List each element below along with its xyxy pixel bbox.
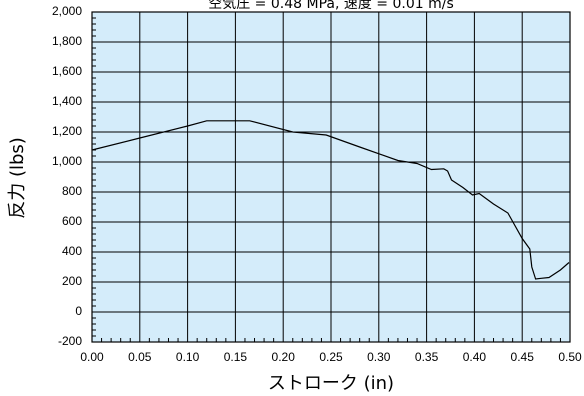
y-tick-label: 2,000: [52, 4, 82, 18]
x-tick-label: 0.00: [80, 350, 104, 364]
x-tick-label: 0.20: [272, 350, 296, 364]
y-tick-label: 1,800: [52, 34, 82, 48]
y-tick-label: 1,600: [52, 64, 82, 78]
y-tick-label: 200: [62, 274, 82, 288]
x-tick-label: 0.30: [367, 350, 391, 364]
x-tick-label: 0.05: [128, 350, 152, 364]
y-tick-label: 1,400: [52, 94, 82, 108]
x-tick-label: 0.25: [319, 350, 343, 364]
plot-border: [91, 11, 571, 343]
y-tick-label: 0: [75, 304, 82, 318]
y-tick-label: 1,200: [52, 124, 82, 138]
y-tick-label: 800: [62, 184, 82, 198]
y-tick-labels: -200 0 200 400 600 800 1,000 1,200 1,400 1,600 1,8…: [52, 4, 82, 348]
x-tick-label: 0.50: [558, 350, 582, 364]
x-tick-label: 0.45: [511, 350, 535, 364]
minor-ticks: [92, 17, 561, 342]
y-tick-label: 400: [62, 244, 82, 258]
y-axis-label: 反力 (lbs): [7, 137, 28, 219]
x-tick-label: 0.35: [415, 350, 439, 364]
y-tick-label: 600: [62, 214, 82, 228]
y-tick-label: 1,000: [52, 154, 82, 168]
x-tick-label: 0.40: [463, 350, 487, 364]
x-tick-labels: 0.00 0.05 0.10 0.15 0.20 0.25 0.30 0.35 0.40 0.45…: [80, 350, 582, 364]
x-axis-label: ストローク (in): [268, 373, 394, 394]
series-line: [91, 120, 570, 280]
x-tick-label: 0.10: [176, 350, 200, 364]
x-tick-label: 0.15: [224, 350, 248, 364]
chart-title: 空気圧 = 0.48 MPa, 速度 = 0.01 m/s: [208, 0, 454, 12]
y-tick-label: -200: [58, 334, 82, 348]
